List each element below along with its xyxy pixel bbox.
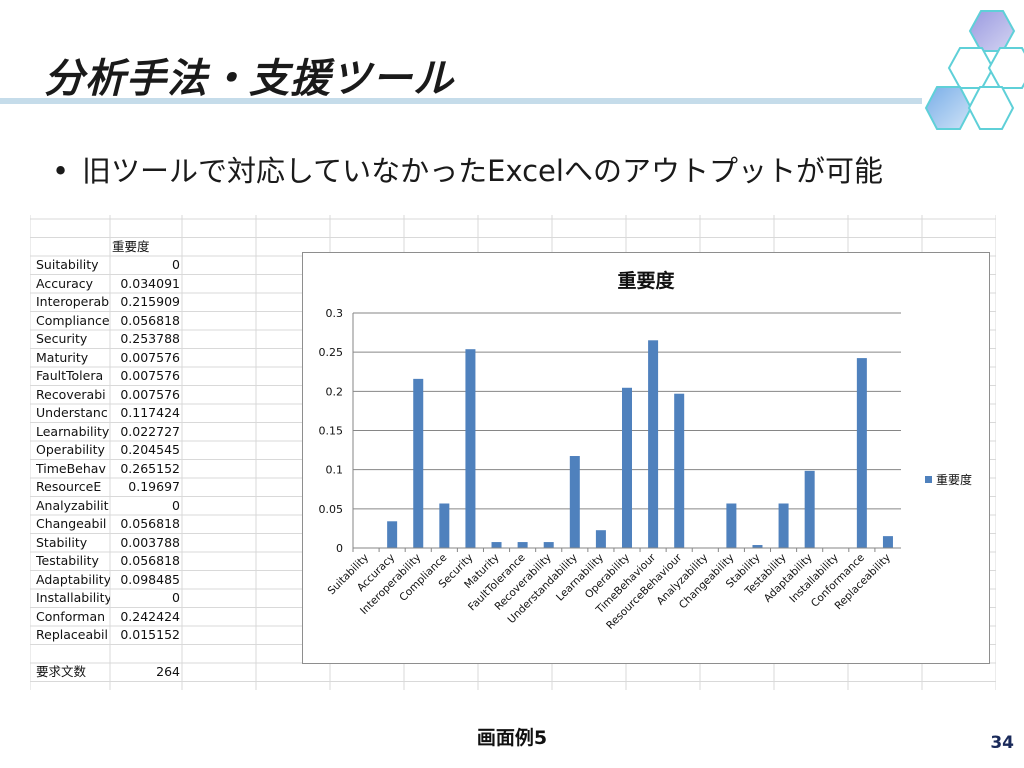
sheet-row-label[interactable]: Conforman — [36, 608, 106, 624]
bar — [778, 503, 789, 548]
y-tick-label: 0.15 — [319, 425, 344, 438]
bar — [674, 393, 685, 548]
sheet-row-value[interactable]: 0.117424 — [120, 405, 180, 420]
sheet-row-label[interactable]: ResourceE — [36, 479, 102, 494]
y-tick-label: 0.3 — [326, 307, 344, 320]
sheet-row-value[interactable]: 0.007576 — [120, 368, 180, 383]
sheet-row-label[interactable]: Operability — [36, 442, 105, 457]
sheet-row-value[interactable]: 0.022727 — [120, 423, 180, 439]
sheet-row-value[interactable]: 0.056818 — [120, 312, 180, 328]
sheet-row-label[interactable]: Installability — [36, 590, 110, 605]
y-tick-label: 0 — [336, 542, 343, 555]
sheet-row-value[interactable]: 0 — [172, 590, 180, 605]
bullet-text: 旧ツールで対応していなかったExcelへのアウトプットが可能 — [82, 154, 883, 188]
bar — [439, 503, 450, 548]
sheet-footer-value[interactable]: 264 — [156, 664, 180, 679]
chart-area[interactable]: 重要度 0 0.05 0.1 0.15 0.2 0.25 0.3 Suitability Accu… — [302, 252, 990, 664]
bullet-marker: • — [52, 154, 70, 188]
sheet-row-label[interactable]: Testability — [36, 553, 99, 568]
sheet-header-cell[interactable]: 重要度 — [112, 238, 150, 254]
y-tick-label: 0.2 — [326, 385, 344, 398]
sheet-row-label[interactable]: Replaceabil — [36, 627, 108, 642]
bar — [752, 545, 763, 548]
sheet-row-value[interactable]: 0 — [172, 257, 180, 272]
sheet-row-value[interactable]: 0.253788 — [120, 331, 180, 346]
bar — [804, 470, 815, 548]
sheet-row-label[interactable]: Maturity — [36, 349, 89, 365]
sheet-row-label[interactable]: Stability — [36, 534, 88, 550]
bar-chart: 重要度00.050.10.150.20.250.3SuitabilityAccu… — [319, 269, 973, 632]
bar — [491, 542, 502, 548]
bar — [726, 503, 737, 548]
sheet-row-label[interactable]: Compliance — [36, 312, 110, 328]
bar — [569, 456, 580, 548]
sheet-row-value[interactable]: 0.19697 — [128, 479, 180, 494]
sheet-row-value[interactable]: 0.242424 — [120, 608, 180, 624]
figure-caption: 画面例5 — [476, 727, 548, 749]
sheet-row-label[interactable]: Adaptability — [36, 571, 110, 587]
sheet-row-value[interactable]: 0 — [172, 497, 180, 513]
sheet-row-label[interactable]: Interoperab — [36, 294, 110, 309]
sheet-row-label[interactable]: Understanc — [36, 405, 108, 420]
bar — [543, 542, 554, 548]
sheet-row-value[interactable]: 0.215909 — [120, 294, 180, 309]
sheet-row-label[interactable]: Accuracy — [36, 275, 94, 291]
y-tick-label: 0.05 — [319, 503, 344, 516]
bullet-point: • 旧ツールで対応していなかったExcelへのアウトプットが可能 — [52, 148, 883, 190]
sheet-row-label[interactable]: Suitability — [36, 257, 99, 272]
sheet-row-label[interactable]: Changeabil — [36, 516, 107, 531]
sheet-row-value[interactable]: 0.015152 — [120, 627, 180, 642]
bar — [648, 340, 659, 548]
sheet-row-label[interactable]: Learnability — [36, 423, 110, 439]
page-number: 34 — [990, 733, 1014, 753]
sheet-row-value[interactable]: 0.056818 — [120, 516, 180, 531]
bar — [856, 358, 867, 548]
legend-swatch — [925, 476, 932, 483]
bar — [517, 542, 528, 548]
chart-title: 重要度 — [617, 269, 675, 292]
y-tick-label: 0.25 — [319, 346, 344, 359]
sheet-row-label[interactable]: Security — [36, 331, 88, 346]
y-tick-label: 0.1 — [326, 464, 344, 477]
sheet-row-value[interactable]: 0.098485 — [120, 571, 180, 587]
bar — [465, 349, 476, 548]
sheet-row-value[interactable]: 0.007576 — [120, 349, 180, 365]
sheet-row-value[interactable]: 0.204545 — [120, 442, 180, 457]
sheet-row-value[interactable]: 0.056818 — [120, 553, 180, 568]
sheet-row-value[interactable]: 0.265152 — [120, 460, 180, 476]
sheet-row-label[interactable]: Recoverabi — [36, 386, 106, 402]
bar — [387, 521, 398, 548]
legend-label: 重要度 — [936, 472, 972, 487]
sheet-row-value[interactable]: 0.034091 — [120, 275, 180, 291]
bar — [882, 536, 893, 548]
sheet-footer-label[interactable]: 要求文数 — [36, 664, 87, 679]
sheet-row-value[interactable]: 0.003788 — [120, 534, 180, 550]
bar — [622, 387, 632, 548]
sheet-row-label[interactable]: Analyzabilit — [36, 497, 109, 513]
slide-title: 分析手法・支援ツール — [44, 56, 454, 102]
bar — [595, 530, 606, 548]
sheet-row-value[interactable]: 0.007576 — [120, 386, 180, 402]
bar — [413, 378, 424, 548]
title-underline — [0, 98, 922, 104]
sheet-row-label[interactable]: TimeBehav — [36, 460, 106, 476]
sheet-row-label[interactable]: FaultTolera — [36, 368, 104, 383]
